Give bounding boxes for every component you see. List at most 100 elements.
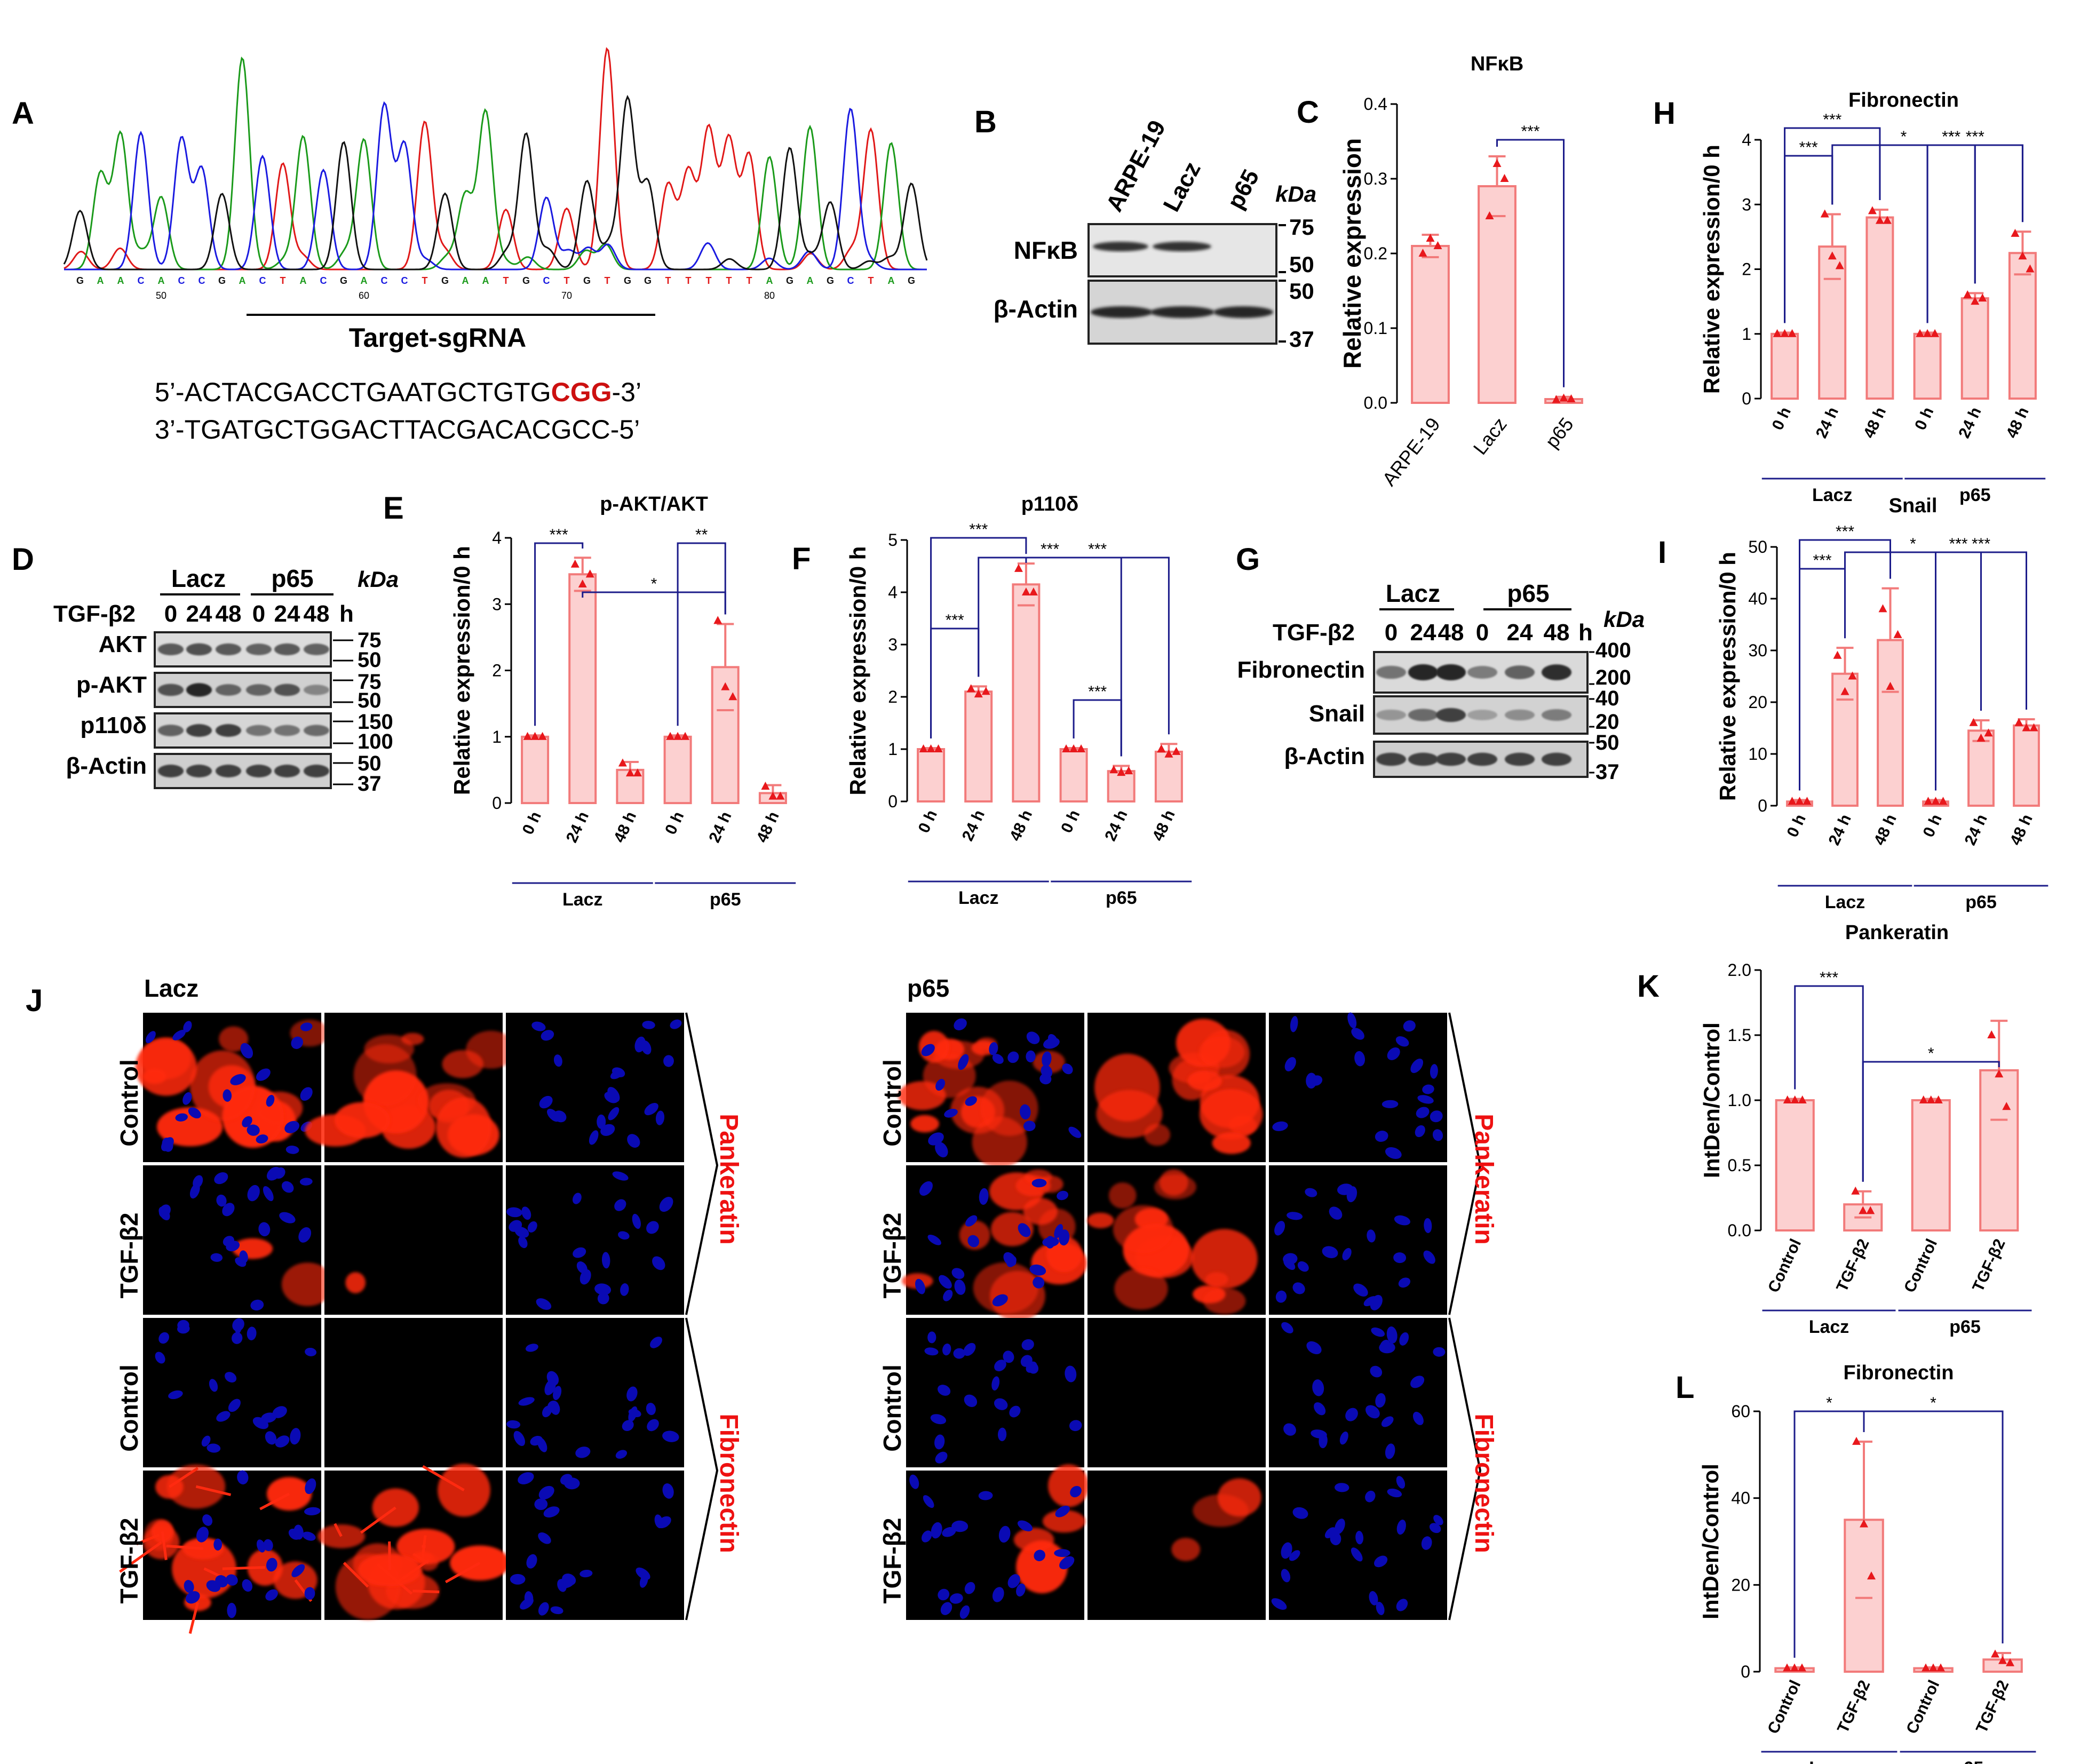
micrograph-tile xyxy=(143,1318,321,1467)
nucleus xyxy=(1430,1110,1443,1123)
nucleus xyxy=(155,1352,165,1364)
pam-sequence: CGG xyxy=(551,377,612,407)
stain-region xyxy=(1198,1036,1245,1068)
nucleus xyxy=(1069,1420,1082,1432)
band xyxy=(1505,709,1535,721)
data-point xyxy=(1939,797,1948,805)
fiber xyxy=(334,1523,343,1537)
nucleus xyxy=(1026,1031,1040,1044)
base-call: G xyxy=(218,275,226,286)
band xyxy=(274,765,300,777)
bar xyxy=(1911,1099,1951,1231)
data-point xyxy=(1069,744,1078,752)
base-call: T xyxy=(747,275,752,286)
x-tick-label: 48 h xyxy=(1871,812,1900,848)
band xyxy=(1376,709,1406,721)
nucleus xyxy=(185,1591,200,1604)
tile-background xyxy=(1269,1471,1447,1620)
marker: 100 xyxy=(358,730,393,753)
nucleus xyxy=(1055,1505,1070,1517)
row-label: TGF-β2 xyxy=(115,1213,143,1299)
time-label: 0 xyxy=(252,601,265,627)
treatment-label: TGF-β2 xyxy=(53,601,136,627)
blot-pakt xyxy=(154,672,332,708)
data-point xyxy=(1798,1095,1807,1103)
base-call: A xyxy=(97,275,104,286)
nucleus xyxy=(300,1022,313,1031)
nucleus xyxy=(288,1529,301,1540)
base-call: C xyxy=(178,275,185,286)
time-label: 0 xyxy=(164,601,177,627)
blot-actin xyxy=(154,753,332,789)
data-point xyxy=(1433,241,1442,249)
nucleus xyxy=(1065,1365,1077,1382)
x-tick-label: 48 h xyxy=(2003,404,2032,441)
lane-label-p65: p65 xyxy=(1222,165,1265,213)
nucleus xyxy=(550,1606,563,1615)
nucleus xyxy=(1292,1282,1305,1294)
nucleus xyxy=(1375,1131,1388,1142)
nucleus xyxy=(544,1379,556,1395)
nucleus xyxy=(506,1420,521,1429)
nucleus xyxy=(1023,1121,1036,1132)
group-label: p65 xyxy=(1965,892,1997,912)
nucleus xyxy=(1432,1129,1443,1141)
nucleus xyxy=(1322,1246,1338,1258)
time-label: 48 xyxy=(216,601,242,627)
nucleus xyxy=(172,1030,186,1040)
stain-region xyxy=(442,1050,483,1078)
nucleus xyxy=(1021,1339,1034,1350)
nucleus xyxy=(1283,1423,1296,1436)
nucleus xyxy=(964,1394,978,1408)
bar xyxy=(1411,245,1450,404)
data-point xyxy=(538,732,547,740)
nucleus xyxy=(1068,1126,1082,1138)
nucleus xyxy=(1337,1183,1353,1195)
nucleus xyxy=(1379,1341,1395,1354)
nucleus xyxy=(1363,1296,1377,1307)
kda-label: kDa xyxy=(1275,181,1316,206)
nucleus xyxy=(227,1602,237,1618)
nucleus xyxy=(1381,1416,1394,1427)
base-position-ticks: 50 60 70 80 xyxy=(156,290,775,301)
base-call: C xyxy=(381,275,388,286)
nucleus xyxy=(1041,1065,1053,1078)
significance-bracket xyxy=(1831,144,1976,284)
nucleus xyxy=(589,1130,599,1145)
nucleus xyxy=(1312,1379,1324,1396)
nucleus xyxy=(201,1435,211,1447)
nucleus xyxy=(628,1409,641,1418)
data-point xyxy=(1867,1571,1876,1580)
base-call: G xyxy=(522,275,530,286)
data-point xyxy=(1773,329,1782,337)
nucleus xyxy=(1329,1206,1343,1220)
nucleus xyxy=(559,1576,575,1588)
fiber xyxy=(343,1562,369,1588)
fiber xyxy=(119,1541,162,1573)
data-point xyxy=(1835,261,1844,269)
nucleus xyxy=(1006,1256,1017,1267)
nucleus xyxy=(1290,1016,1298,1032)
band xyxy=(274,684,300,696)
micrograph-tile xyxy=(506,1165,684,1315)
position-tick: 50 xyxy=(156,290,166,301)
nucleus xyxy=(944,1109,958,1118)
sequence-top-main: 5’-ACTACGACCTGAATGCTGTG xyxy=(155,377,551,407)
group-label-p65: p65 xyxy=(1507,579,1549,607)
group-label: Lacz xyxy=(958,888,999,908)
y-axis-label: Relative expression/0 h xyxy=(449,546,474,795)
chart-title: Snail xyxy=(1889,495,1938,517)
nucleus xyxy=(1394,1215,1410,1226)
time-label: 24 xyxy=(186,601,212,627)
marker: 40 xyxy=(1595,687,1619,710)
band xyxy=(1467,666,1497,679)
row-label-nfkb: NFκB xyxy=(1014,236,1078,264)
data-point xyxy=(1803,797,1812,805)
y-tick-label: 40 xyxy=(1748,589,1767,608)
data-point xyxy=(761,781,770,790)
nucleus xyxy=(604,1092,618,1103)
nucleus xyxy=(1054,1549,1070,1558)
chart-title: Pankeratin xyxy=(1845,921,1949,944)
band xyxy=(246,643,272,655)
nucleus xyxy=(1374,1555,1388,1568)
